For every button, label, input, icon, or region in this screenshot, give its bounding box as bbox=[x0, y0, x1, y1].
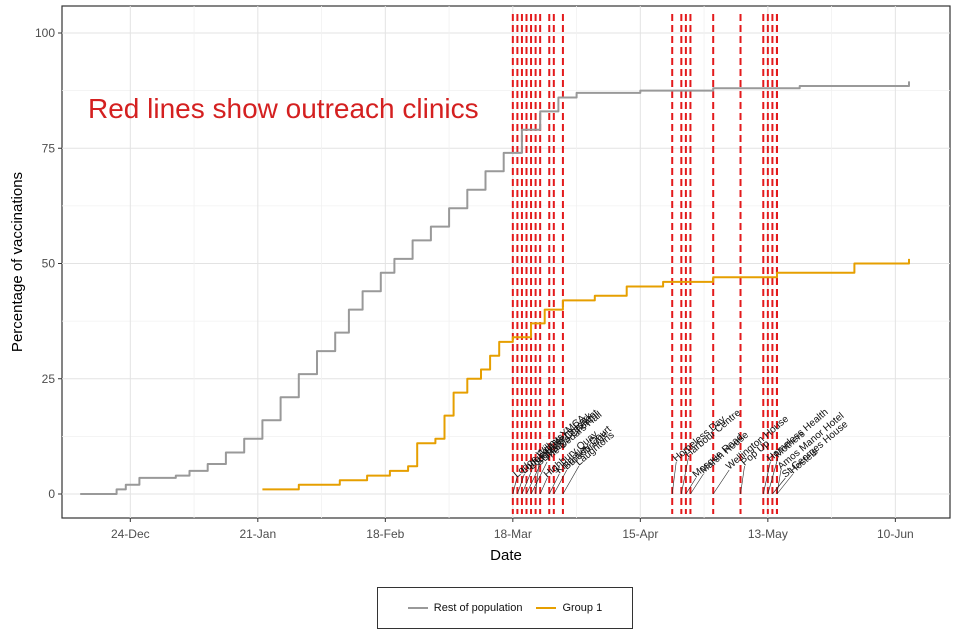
x-tick-label-5: 13-May bbox=[748, 527, 788, 541]
y-tick-label-3: 75 bbox=[42, 141, 56, 155]
clinic-leader-2 bbox=[521, 469, 533, 495]
clinic-leader-0 bbox=[512, 477, 518, 495]
legend-item-group1: Group 1 bbox=[536, 602, 602, 614]
y-axis: 0 25 50 75 100 bbox=[35, 26, 62, 501]
y-tick-label-2: 50 bbox=[42, 257, 56, 271]
clinic-leader-17 bbox=[767, 457, 779, 495]
series-layer bbox=[80, 81, 910, 495]
plot-panel bbox=[61, 5, 951, 519]
clinic-leader-18 bbox=[772, 477, 786, 495]
x-tick-label-4: 15-Apr bbox=[622, 527, 658, 541]
clinic-leader-12 bbox=[685, 477, 697, 495]
y-axis-title: Percentage of vaccinations bbox=[9, 172, 26, 352]
clinic-leader-14 bbox=[712, 469, 730, 495]
legend: Rest of population Group 1 bbox=[377, 587, 633, 629]
x-axis-title: Date bbox=[490, 547, 522, 564]
series-line-0 bbox=[80, 81, 910, 495]
clinic-leader-15 bbox=[740, 465, 745, 495]
x-tick-label-1: 21-Jan bbox=[239, 527, 276, 541]
clinic-leader-9 bbox=[562, 465, 580, 495]
clinic-leader-19 bbox=[776, 473, 794, 495]
legend-label-rest: Rest of population bbox=[433, 602, 523, 614]
x-tick-label-3: 18-Mar bbox=[494, 527, 532, 541]
clinic-leader-7 bbox=[548, 473, 560, 495]
legend-item-rest: Rest of population bbox=[407, 602, 523, 614]
y-tick-label-4: 100 bbox=[35, 26, 55, 40]
clinic-leader-8 bbox=[553, 469, 568, 495]
x-axis: 24-Dec 21-Jan 18-Feb 18-Mar 15-Apr 13-May 10-J… bbox=[111, 518, 914, 541]
clinic-leader-10 bbox=[671, 461, 677, 495]
clinic-leader-3 bbox=[526, 465, 540, 495]
y-tick-label-1: 25 bbox=[42, 372, 56, 386]
x-tick-label-6: 10-Jun bbox=[877, 527, 914, 541]
legend-label-group1: Group 1 bbox=[562, 602, 603, 614]
clinic-leader-16 bbox=[762, 461, 771, 495]
y-tick-label-0: 0 bbox=[48, 487, 55, 501]
grid-lines bbox=[62, 6, 950, 518]
x-tick-label-0: 24-Dec bbox=[111, 527, 150, 541]
clinic-leader-1 bbox=[517, 473, 525, 495]
clinic-leader-20 bbox=[776, 469, 782, 495]
clinic-leader-6 bbox=[539, 477, 548, 495]
x-tick-label-2: 18-Feb bbox=[366, 527, 404, 541]
series-line-1 bbox=[262, 258, 910, 491]
clinic-leader-5 bbox=[535, 457, 540, 495]
clinic-leader-11 bbox=[681, 457, 689, 495]
legend-swatch-rest bbox=[407, 607, 428, 609]
clinic-leader-13 bbox=[690, 473, 704, 495]
legend-swatch-group1 bbox=[536, 607, 557, 609]
chart-annotation: Red lines show outreach clinics bbox=[88, 93, 479, 124]
clinic-leader-4 bbox=[530, 461, 548, 495]
